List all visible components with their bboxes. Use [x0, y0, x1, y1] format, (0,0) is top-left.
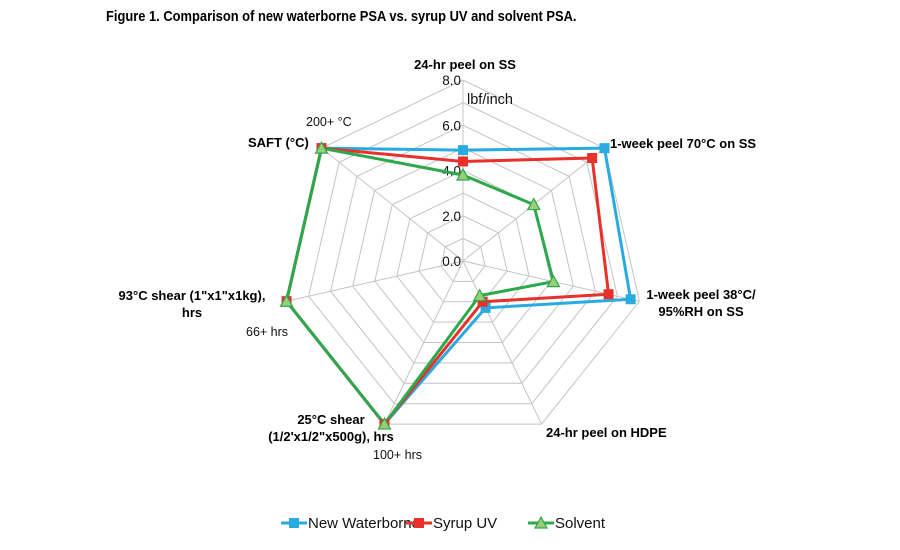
data-point	[600, 143, 610, 153]
legend-label: New Waterborne	[308, 515, 420, 532]
data-point	[626, 294, 636, 304]
legend-item: Solvent	[528, 515, 606, 532]
axis-label: 24-hr peel on HDPE	[546, 425, 667, 440]
data-point	[604, 289, 614, 299]
grid-spoke	[287, 261, 463, 301]
series-line	[287, 148, 609, 424]
legend-marker	[414, 518, 424, 528]
axis-label: 1-week peel 38°C/95%RH on SS	[646, 287, 756, 319]
data-point	[458, 145, 468, 155]
legend-item: New Waterborne	[281, 515, 420, 532]
radar-chart: 0.02.04.06.08.0 lbf/inch 24-hr peel on S…	[0, 0, 900, 550]
unit-label: lbf/inch	[467, 92, 513, 108]
legend-label: Syrup UV	[433, 515, 497, 532]
axis-label: 24-hr peel on SS	[414, 57, 516, 72]
axis-label: 1-week peel 70°C on SS	[610, 136, 756, 151]
tick-label: 6.0	[442, 118, 461, 133]
tick-label: 2.0	[442, 209, 461, 224]
tick-label: 0.0	[442, 254, 461, 269]
axis-note: 200+ °C	[306, 115, 352, 129]
radar-grid	[287, 80, 640, 424]
axis-label: 25°C shear (1/2'x1/2"x500g), hrs	[268, 412, 394, 444]
axis-note: 100+ hrs	[373, 448, 422, 462]
legend-label: Solvent	[555, 515, 606, 532]
legend: New Waterborne Syrup UV Solvent	[281, 515, 606, 532]
axis-label: SAFT (°C)	[248, 135, 309, 150]
series-line	[287, 148, 631, 424]
axis-label: 93°C shear (1"x1"x1kg), hrs	[119, 288, 266, 320]
tick-label: 8.0	[442, 73, 461, 88]
legend-marker	[289, 518, 299, 528]
data-point	[587, 153, 597, 163]
axis-note: 66+ hrs	[246, 325, 288, 339]
data-point	[458, 156, 468, 166]
